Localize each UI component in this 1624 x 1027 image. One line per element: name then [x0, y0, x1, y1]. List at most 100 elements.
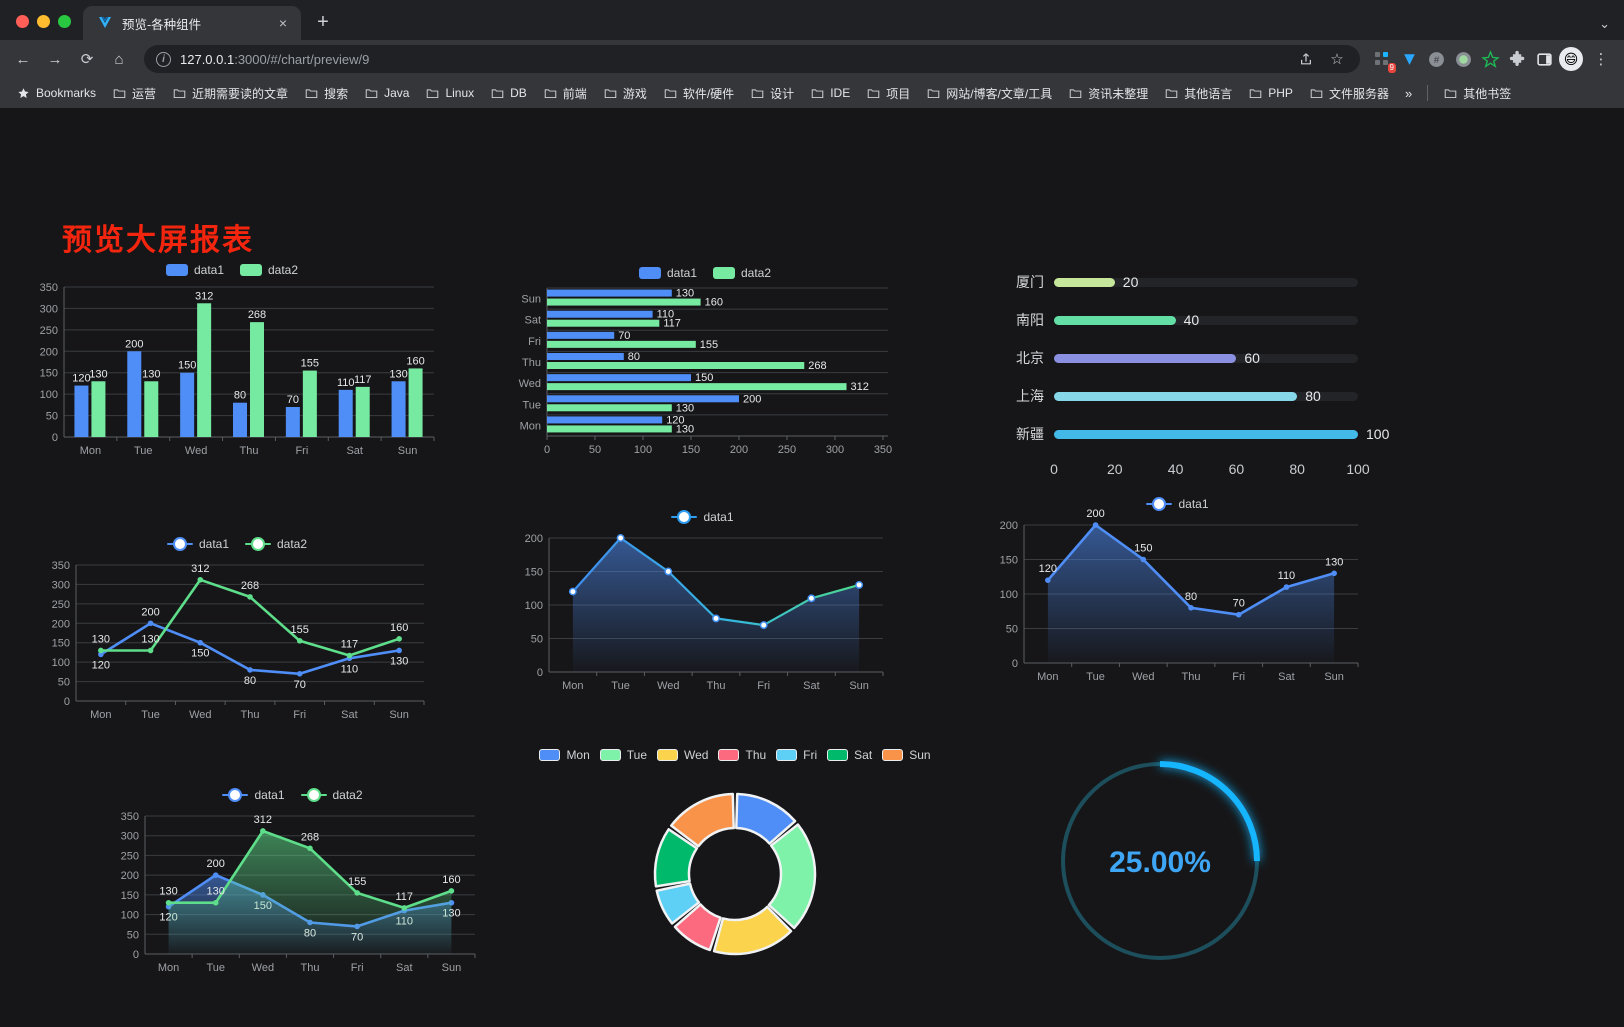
bookmark-item-2[interactable]: 近期需要读的文章	[166, 82, 295, 105]
svg-text:Wed: Wed	[657, 680, 679, 692]
legend-item-data1[interactable]: data1	[671, 510, 734, 524]
svg-text:350: 350	[121, 811, 139, 823]
extension-grid-icon[interactable]: 9	[1370, 47, 1396, 73]
site-info-icon[interactable]: i	[156, 51, 171, 67]
legend-item-data2[interactable]: data2	[240, 263, 298, 277]
svg-text:Wed: Wed	[189, 709, 211, 721]
home-button[interactable]: ⌂	[114, 50, 124, 68]
svg-text:120: 120	[666, 414, 684, 426]
svg-text:0: 0	[133, 949, 139, 961]
axis-tick: 80	[1289, 461, 1305, 477]
minimize-window-button[interactable]	[37, 15, 50, 28]
progress-track[interactable]: 40	[1054, 312, 1358, 328]
bookmark-item-15[interactable]: 其他语言	[1158, 82, 1239, 105]
sidepanel-icon[interactable]	[1532, 47, 1556, 71]
address-bar[interactable]: i 127.0.0.1:3000/#/chart/preview/9 ☆	[144, 45, 1360, 73]
legend-label: Wed	[684, 748, 709, 762]
bookmark-item-5[interactable]: Linux	[419, 83, 481, 103]
legend-item-data2[interactable]: data2	[245, 537, 307, 551]
forward-button[interactable]: →	[47, 50, 63, 68]
bookmark-item-13[interactable]: 网站/博客/文章/工具	[920, 82, 1059, 105]
bookmark-item-other[interactable]: 其他书签	[1437, 82, 1518, 105]
legend-item-data1[interactable]: data1	[166, 537, 229, 551]
bookmark-item-8[interactable]: 游戏	[597, 82, 654, 105]
legend-swatch	[300, 788, 327, 802]
chevron-down-icon[interactable]: ⌄	[1599, 16, 1610, 31]
svg-text:312: 312	[254, 814, 272, 826]
legend-item-mon[interactable]: Mon	[539, 748, 590, 762]
grammar-extension-icon[interactable]: #	[1424, 47, 1448, 71]
diamond-extension-icon[interactable]	[1397, 47, 1421, 71]
folder-icon	[664, 87, 677, 100]
bookmark-star-icon[interactable]: ☆	[1330, 51, 1344, 68]
bookmark-item-14[interactable]: 资讯未整理	[1062, 82, 1155, 105]
vertical-bar-chart[interactable]: 050100150200250300350Mon120130Tue200130W…	[22, 277, 442, 467]
legend-item-data1[interactable]: data1	[222, 788, 285, 802]
bookmark-item-17[interactable]: 文件服务器	[1303, 82, 1396, 105]
svg-text:Fri: Fri	[757, 680, 770, 692]
legend-item-data2[interactable]: data2	[300, 788, 363, 802]
share-icon[interactable]	[1295, 48, 1317, 70]
svg-text:100: 100	[525, 600, 543, 612]
close-tab-button[interactable]: ×	[278, 15, 288, 31]
url-host: 127.0.0.1	[180, 51, 235, 67]
bookmark-item-7[interactable]: 前端	[537, 82, 594, 105]
folder-icon	[173, 87, 186, 100]
legend-item-wed[interactable]: Wed	[657, 748, 708, 762]
progress-track[interactable]: 80	[1054, 388, 1358, 404]
close-window-button[interactable]	[16, 15, 29, 28]
svg-text:117: 117	[354, 374, 372, 386]
progress-track[interactable]: 100	[1054, 426, 1389, 442]
legend-item-data2[interactable]: data2	[713, 266, 771, 280]
url-path: :3000/#/chart/preview/9	[234, 51, 370, 67]
legend-label: data2	[268, 263, 299, 277]
legend-item-data1[interactable]: data1	[1146, 497, 1209, 511]
legend-item-data1[interactable]: data1	[165, 263, 224, 277]
progress-track[interactable]: 20	[1054, 274, 1358, 290]
new-tab-button[interactable]: +	[317, 11, 329, 33]
bookmark-item-12[interactable]: 项目	[860, 82, 917, 105]
puzzle-extension-icon[interactable]	[1505, 47, 1529, 71]
folder-icon	[927, 87, 940, 100]
legend-item-data1[interactable]: data1	[638, 266, 697, 280]
svg-text:120: 120	[1039, 563, 1057, 575]
stacked-area-chart[interactable]: 0 50 100 150 200 250 300 350 Mon Tue Wed Thu Fri Sat S…	[95, 802, 485, 997]
folder-icon	[544, 87, 557, 100]
back-button[interactable]: ←	[15, 50, 31, 68]
svg-text:Mon: Mon	[80, 445, 101, 457]
reload-button[interactable]: ⟳	[80, 51, 94, 68]
circle-extension-icon[interactable]	[1451, 47, 1475, 71]
svg-text:50: 50	[531, 634, 543, 646]
bookmark-item-3[interactable]: 搜索	[298, 82, 355, 105]
bookmarks-overflow-button[interactable]: »	[1404, 85, 1413, 101]
progress-track[interactable]: 60	[1054, 350, 1358, 366]
legend-item-tue[interactable]: Tue	[599, 748, 647, 762]
legend-item-sun[interactable]: Sun	[882, 748, 931, 762]
star-extension-icon[interactable]	[1478, 47, 1502, 71]
bookmark-item-bookmarks[interactable]: Bookmarks	[10, 83, 103, 103]
maximize-window-button[interactable]	[58, 15, 71, 28]
legend-item-thu[interactable]: Thu	[718, 748, 766, 762]
bookmark-item-11[interactable]: IDE	[804, 83, 857, 103]
chrome-menu-icon[interactable]: ⋮	[1593, 51, 1609, 68]
bookmark-item-9[interactable]: 软件/硬件	[657, 82, 741, 105]
progress-value: 100	[1366, 426, 1390, 442]
bookmark-item-1[interactable]: 运营	[106, 82, 163, 105]
legend-item-fri[interactable]: Fri	[776, 748, 817, 762]
bookmark-item-16[interactable]: PHP	[1242, 83, 1300, 103]
browser-tab[interactable]: 预览-各种组件 ×	[83, 6, 301, 40]
legend-swatch	[882, 749, 904, 761]
legend-item-sat[interactable]: Sat	[827, 748, 872, 762]
two-series-line-chart[interactable]: 0 50 100 150 200 250 300 350 Mon Tue Wed Thu Fri Sat S…	[32, 551, 437, 746]
avatar[interactable]: 😄	[1559, 47, 1583, 71]
svg-text:350: 350	[40, 282, 58, 294]
bookmark-item-6[interactable]: DB	[484, 83, 534, 103]
gauge-chart[interactable]: 25.00%	[1035, 736, 1285, 986]
gradient-line-chart[interactable]: 0 50 100 150 200 Mon Tue Wed Thu Fri Sat Sun	[505, 524, 895, 714]
vue-logo-icon	[97, 15, 113, 31]
donut-chart[interactable]	[520, 762, 950, 987]
area-chart[interactable]: 0 50 100 150 200 Mon Tue Wed Thu Fri Sat Sun 120 200 1…	[980, 508, 1370, 706]
bookmark-item-4[interactable]: Java	[358, 83, 416, 103]
bookmark-item-10[interactable]: 设计	[744, 82, 801, 105]
